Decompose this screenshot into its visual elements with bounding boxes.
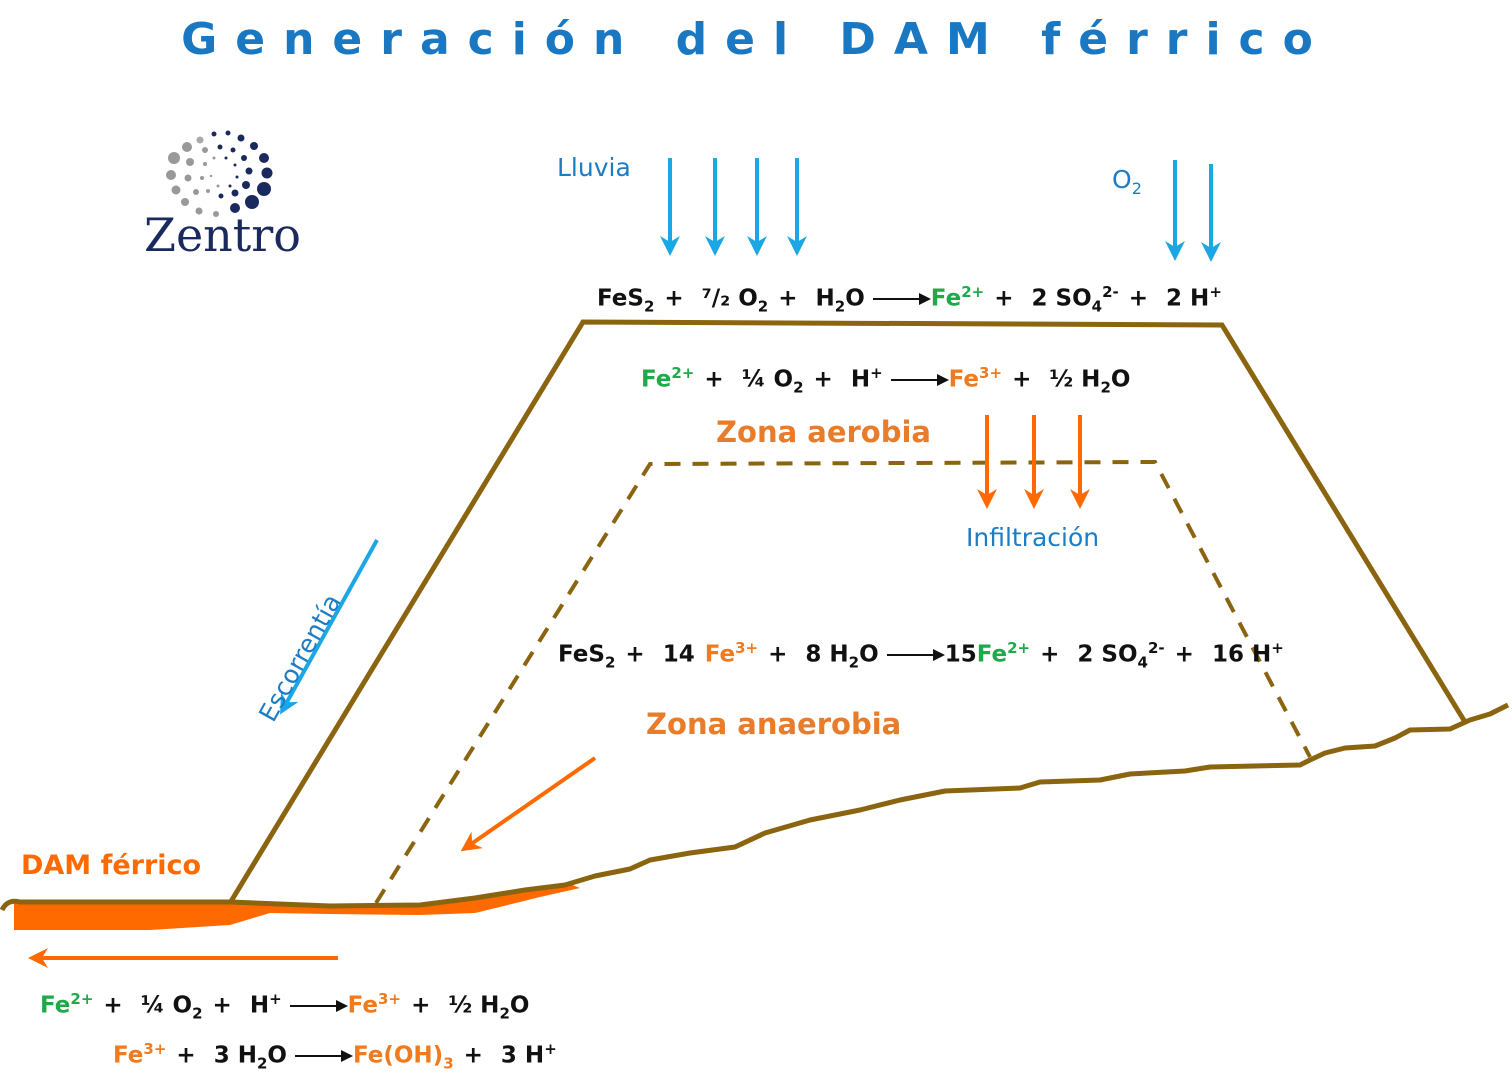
reaction-arrow xyxy=(294,1046,353,1066)
infiltration-label: Infiltración xyxy=(966,523,1100,552)
equation-pyrite-oxidation: FeS2 + ⁷/₂ O2 + H2O Fe2+ + 2 SO42- + 2 H+ xyxy=(597,283,1222,316)
infiltration-arrows xyxy=(977,415,1090,509)
dam-ferrico-label: DAM férrico xyxy=(21,850,202,881)
rain-arrows xyxy=(660,158,807,256)
anaerobic-flow-arrow xyxy=(460,756,597,852)
equation-ferric-pyrite-oxidation: FeS2 + 14 Fe3+ + 8 H2O 15Fe2+ + 2 SO42- + 16 … xyxy=(558,639,1284,672)
reaction-arrow xyxy=(886,645,945,665)
reaction-arrow xyxy=(890,370,949,390)
equation-ferric-hydrolysis: Fe3+ + 3 H2O Fe(OH)3 + 3 H+ xyxy=(113,1040,557,1073)
logo-text: Zentro xyxy=(144,208,301,262)
logo-icon xyxy=(166,130,273,217)
page-title: Generación del DAM férrico xyxy=(181,14,1331,65)
oxygen-arrows xyxy=(1165,160,1221,262)
aerobic-boundary-dashed xyxy=(374,459,1312,905)
pile-outline xyxy=(227,319,1468,905)
rain-label: Lluvia xyxy=(557,153,631,182)
ground-line xyxy=(0,702,1510,912)
oxygen-label: O2 xyxy=(1112,165,1142,198)
equation-ferrous-oxidation: Fe2+ + ¼ O2 + H+ Fe3+ + ½ H2O xyxy=(641,364,1131,397)
anaerobic-zone-label: Zona anaerobia xyxy=(646,707,902,741)
aerobic-zone-label: Zona aerobia xyxy=(716,415,931,449)
runoff-arrow xyxy=(280,539,379,715)
reaction-arrow xyxy=(872,289,931,309)
reaction-arrow xyxy=(289,996,348,1016)
equation-dam-ferrous-oxidation: Fe2+ + ¼ O2 + H+ Fe3+ + ½ H2O xyxy=(40,990,530,1023)
